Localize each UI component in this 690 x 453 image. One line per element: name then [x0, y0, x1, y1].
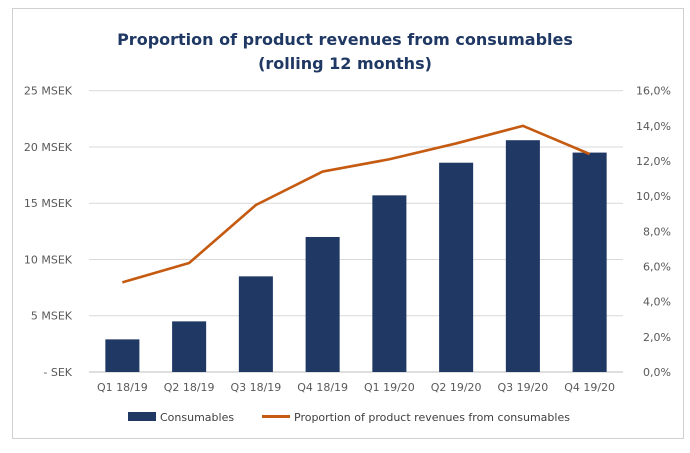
legend-label-consumables: Consumables	[160, 411, 234, 424]
right-axis-tick: 12,0%	[636, 155, 671, 168]
right-axis-tick: 14,0%	[636, 120, 671, 133]
bar	[172, 321, 207, 372]
left-axis-tick: 10 MSEK	[24, 253, 73, 266]
bar	[238, 276, 273, 372]
right-axis-tick: 4,0%	[643, 296, 671, 309]
left-axis-tick: 25 MSEK	[24, 85, 73, 98]
right-axis-tick: 2,0%	[643, 331, 671, 344]
bar	[505, 140, 540, 372]
chart-subtitle: (rolling 12 months)	[258, 54, 432, 73]
legend-bar-swatch	[128, 412, 156, 421]
chart-title: Proportion of product revenues from cons…	[117, 30, 573, 49]
x-axis-tick: Q4 19/20	[564, 381, 615, 394]
bar	[572, 152, 607, 372]
left-axis-tick: 5 MSEK	[31, 310, 73, 323]
x-axis-tick: Q3 18/19	[230, 381, 281, 394]
legend-label-proportion: Proportion of product revenues from cons…	[294, 411, 570, 424]
right-axis-tick: 16,0%	[636, 85, 671, 98]
x-axis-tick: Q1 18/19	[97, 381, 148, 394]
x-axis-tick: Q2 18/19	[164, 381, 215, 394]
right-axis-tick: 0,0%	[643, 366, 671, 379]
x-axis-tick: Q2 19/20	[431, 381, 482, 394]
chart-frame	[12, 8, 684, 439]
x-axis-tick: Q3 19/20	[497, 381, 548, 394]
bar	[105, 339, 140, 372]
left-axis-tick: 20 MSEK	[24, 141, 73, 154]
x-axis-tick: Q1 19/20	[364, 381, 415, 394]
right-axis-tick: 6,0%	[643, 261, 671, 274]
proportion-line	[122, 124, 591, 284]
left-axis-tick: 15 MSEK	[24, 197, 73, 210]
bar	[372, 195, 407, 372]
bar	[305, 236, 340, 372]
right-axis-tick: 8,0%	[643, 225, 671, 238]
x-axis-tick: Q4 18/19	[297, 381, 348, 394]
right-axis-tick: 10,0%	[636, 190, 671, 203]
legend: Consumables Proportion of product revenu…	[128, 411, 570, 424]
left-axis-tick: - SEK	[43, 366, 72, 379]
bar	[439, 162, 474, 372]
